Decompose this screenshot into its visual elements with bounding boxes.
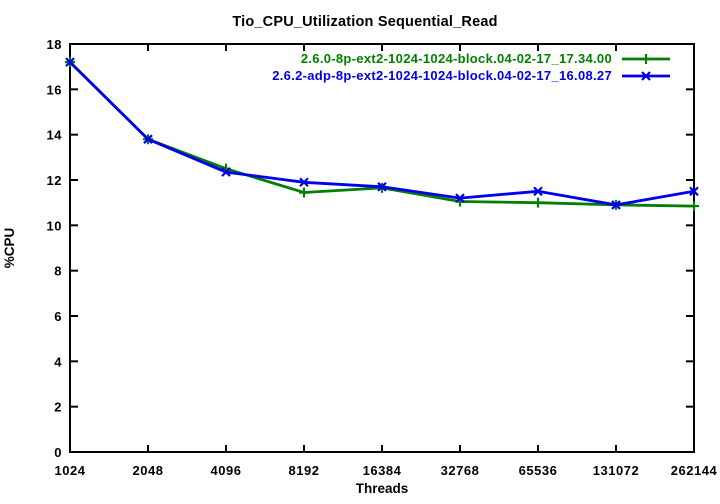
plus-marker-icon — [689, 201, 699, 212]
x-tick-label: 4096 — [211, 463, 242, 478]
x-tick-label: 16384 — [363, 463, 402, 478]
y-tick-label: 16 — [47, 82, 62, 97]
cross-marker-icon — [455, 193, 465, 203]
y-tick-label: 18 — [47, 37, 62, 52]
cross-marker-icon — [377, 182, 387, 192]
plot-frame — [69, 43, 695, 453]
x-tick-label: 131072 — [593, 463, 639, 478]
plus-marker-icon — [533, 197, 543, 208]
x-tick-label: 32768 — [441, 463, 480, 478]
cross-marker-icon — [533, 186, 543, 197]
chart-title: Tio_CPU_Utilization Sequential_Read — [232, 14, 497, 30]
y-tick-label: 2 — [54, 400, 62, 415]
legend-marker-icon — [641, 71, 651, 81]
legend-entry-label: 2.6.2-adp-8p-ext2-1024-1024-block.04-02-… — [272, 68, 612, 83]
x-tick-label: 262144 — [671, 463, 718, 478]
x-tick-label: 8192 — [289, 463, 320, 478]
y-tick-label: 14 — [47, 128, 63, 143]
y-tick-label: 12 — [47, 173, 62, 188]
x-tick-label: 65536 — [519, 463, 558, 478]
y-tick-label: 8 — [54, 264, 62, 279]
legend-entry-label: 2.6.0-8p-ext2-1024-1024-block.04-02-17_1… — [301, 51, 612, 66]
cross-marker-icon — [689, 186, 699, 197]
cross-marker-icon — [611, 200, 621, 210]
y-axis-label: %CPU — [2, 228, 17, 269]
y-tick-label: 10 — [47, 218, 62, 233]
x-tick-label: 1024 — [55, 463, 86, 478]
y-tick-label: 6 — [54, 309, 62, 324]
cross-marker-icon — [221, 167, 231, 177]
y-tick-label: 0 — [54, 445, 62, 460]
legend-marker-icon — [641, 54, 651, 64]
cross-marker-icon — [299, 177, 309, 188]
y-tick-label: 4 — [54, 354, 62, 369]
x-tick-label: 2048 — [133, 463, 164, 478]
cross-marker-icon — [143, 134, 153, 144]
plus-marker-icon — [299, 187, 309, 198]
x-axis-label: Threads — [356, 481, 409, 496]
cross-marker-icon — [65, 57, 75, 67]
